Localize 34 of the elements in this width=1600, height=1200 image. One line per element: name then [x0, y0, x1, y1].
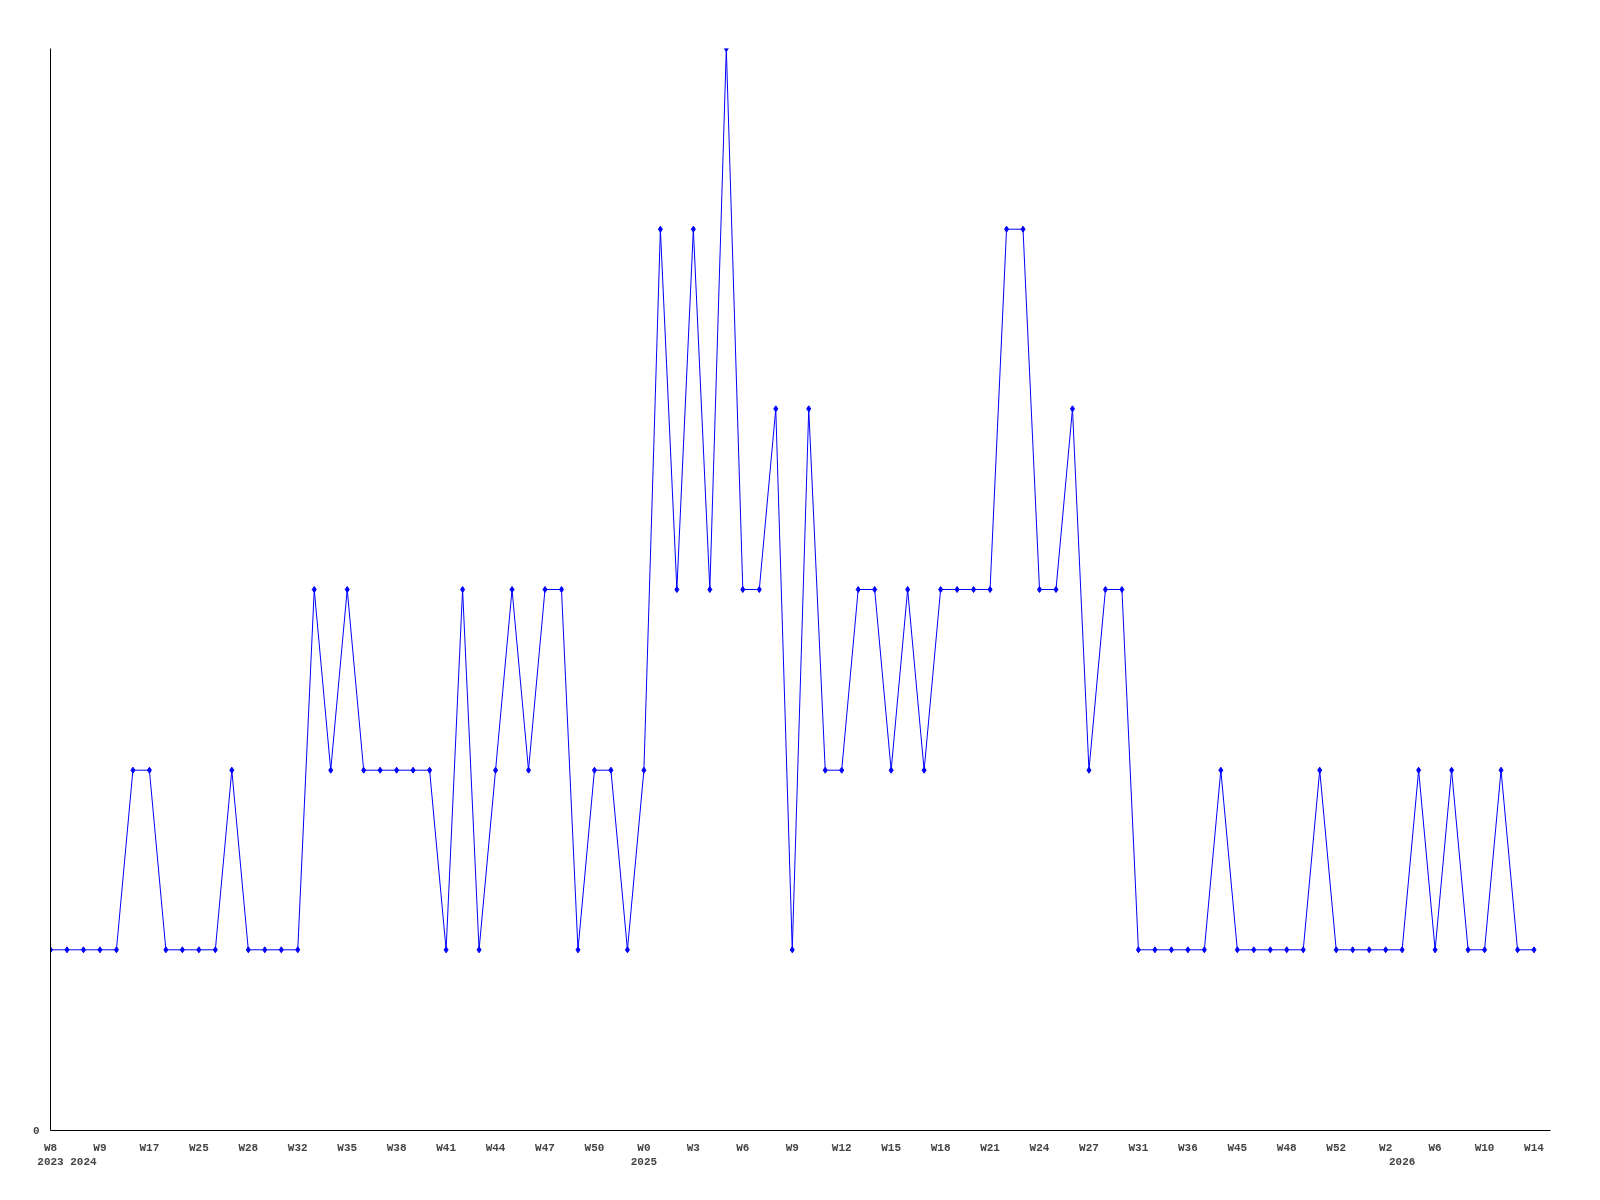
x-tick-label: W10: [1474, 1141, 1495, 1154]
x-tick-label: W32: [287, 1141, 308, 1154]
x-tick-label: W47: [535, 1141, 555, 1154]
x-tick-label: W6: [1428, 1141, 1442, 1154]
x-tick-label: W35: [337, 1141, 358, 1154]
x-tick-label: W25: [188, 1141, 210, 1154]
x-tick-label: W14: [1524, 1141, 1545, 1154]
x-tick-label: W38: [386, 1141, 407, 1154]
x-tick-label: 2026: [1388, 1155, 1416, 1168]
x-tick-label: W24: [1029, 1141, 1050, 1154]
x-tick-label: W31: [1128, 1141, 1149, 1154]
x-tick-label: W9: [785, 1141, 799, 1154]
x-tick-label: W18: [930, 1141, 951, 1154]
x-tick-label: W15: [881, 1141, 902, 1154]
x-tick-label: W17: [139, 1141, 160, 1154]
x-tick-label: W3: [686, 1141, 701, 1154]
x-tick-label: W36: [1177, 1141, 1198, 1154]
x-tick-label: W9: [93, 1141, 107, 1154]
x-tick-label: W44: [485, 1141, 506, 1154]
x-tick-label: W52: [1326, 1141, 1347, 1154]
x-tick-label: W21: [980, 1141, 1001, 1154]
x-tick-label: W48: [1276, 1141, 1298, 1154]
x-tick-label: W0 2025: [630, 1141, 658, 1168]
x-tick-label: W41: [436, 1141, 457, 1154]
x-tick-label: W45: [1227, 1141, 1248, 1154]
x-tick-label: W6: [736, 1141, 750, 1154]
x-tick-label: W50: [584, 1141, 605, 1154]
text: 0: [32, 1125, 40, 1137]
x-tick-label: W8 2023: [37, 1141, 65, 1168]
x-tick-label: W28: [238, 1141, 259, 1154]
x-tick-label: W12: [831, 1141, 852, 1154]
x-tick-label: W27: [1079, 1141, 1099, 1154]
x-tick-label: 2024: [70, 1155, 98, 1168]
x-tick-label: W2: [1379, 1141, 1393, 1154]
